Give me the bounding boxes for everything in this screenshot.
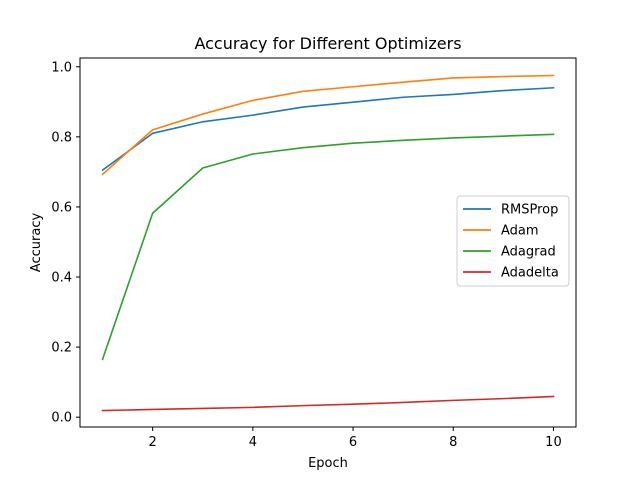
x-tick-label: 6	[349, 435, 357, 450]
x-tick-label: 8	[449, 435, 457, 450]
legend-label-adagrad: Adagrad	[501, 245, 556, 260]
legend: RMSProp Adam Adagrad Adadelta	[456, 195, 570, 287]
series-line-adam	[101, 74, 555, 176]
y-tick-label: 0.6	[51, 200, 72, 215]
legend-label-adadelta: Adadelta	[501, 266, 559, 281]
legend-box	[456, 195, 570, 287]
series-line-adadelta	[101, 395, 555, 412]
y-axis-ticks: 0.0 0.2 0.4 0.6 0.8 1.0	[51, 60, 80, 426]
series-line-rmsprop	[101, 86, 555, 172]
legend-label-rmsprop: RMSProp	[501, 203, 558, 218]
legend-label-adam: Adam	[501, 224, 539, 239]
x-tick-label: 10	[545, 435, 562, 450]
x-axis-ticks: 2 4 6 8 10	[149, 427, 562, 450]
x-tick-label: 4	[249, 435, 257, 450]
plot-frame	[79, 57, 577, 428]
y-tick-label: 0.8	[51, 130, 72, 145]
y-tick-label: 0.4	[51, 271, 72, 286]
series-line-adagrad	[101, 133, 555, 361]
series-layer	[101, 74, 555, 412]
y-tick-label: 1.0	[51, 60, 72, 75]
x-tick-label: 2	[149, 435, 157, 450]
y-tick-label: 0.0	[51, 411, 72, 426]
y-axis-label: Accuracy	[29, 213, 44, 273]
y-tick-label: 0.2	[51, 341, 72, 356]
chart-title: Accuracy for Different Optimizers	[194, 34, 461, 53]
x-axis-label: Epoch	[308, 456, 348, 471]
